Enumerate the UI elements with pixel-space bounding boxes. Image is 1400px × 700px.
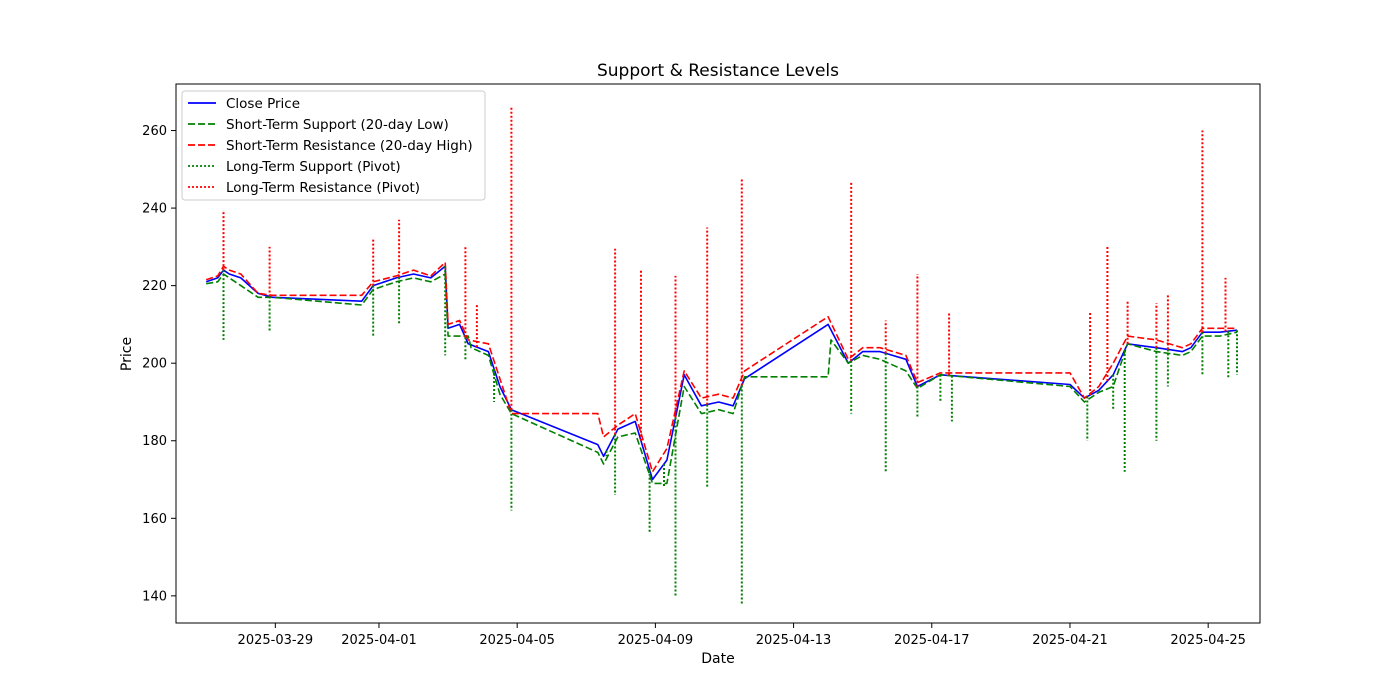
legend-label-long-term-resistance-pivot: Long-Term Resistance (Pivot)	[226, 180, 420, 196]
legend-label-close-price: Close Price	[226, 96, 300, 112]
legend-box	[181, 90, 486, 201]
x-tick-label: 2025-04-13	[756, 633, 832, 648]
y-axis-ticks: 140 160 180 200 220 240 260	[142, 124, 176, 604]
y-axis-label: Price	[119, 337, 135, 371]
legend-label-long-term-support-pivot: Long-Term Support (Pivot)	[226, 159, 401, 175]
y-tick-label: 180	[142, 434, 167, 449]
series-line-close-price	[205, 265, 1238, 481]
series-line-short-term-resistance-20-day-high	[205, 261, 1237, 473]
y-tick-label: 160	[142, 512, 167, 527]
legend-label-short-term-resistance-20-day-high: Short-Term Resistance (20-day High)	[226, 138, 473, 154]
plot-frame	[175, 83, 1261, 624]
y-tick-label: 260	[142, 124, 167, 139]
x-axis-ticks: 2025-03-29 2025-04-01 2025-04-05 2025-04-09…	[238, 623, 1246, 648]
legend: Close Price Short-Term Support (20-day Lo…	[181, 90, 486, 201]
chart-title: Support & Resistance Levels	[597, 61, 839, 81]
y-tick-label: 240	[142, 202, 167, 217]
x-tick-label: 2025-04-09	[618, 633, 694, 648]
x-tick-label: 2025-04-05	[479, 633, 555, 648]
y-tick-label: 200	[142, 357, 167, 372]
y-tick-label: 140	[142, 589, 167, 604]
x-tick-label: 2025-04-17	[894, 633, 970, 648]
y-tick-label: 220	[142, 279, 167, 294]
x-axis-label: Date	[701, 651, 734, 667]
x-tick-label: 2025-03-29	[238, 633, 314, 648]
legend-label-short-term-support-20-day-low: Short-Term Support (20-day Low)	[226, 117, 449, 133]
series-line-short-term-support-20-day-low	[206, 273, 1238, 485]
x-tick-label: 2025-04-25	[1170, 633, 1246, 648]
x-tick-label: 2025-04-21	[1032, 633, 1108, 648]
plot-lines	[205, 107, 1238, 604]
x-tick-label: 2025-04-01	[341, 633, 417, 648]
